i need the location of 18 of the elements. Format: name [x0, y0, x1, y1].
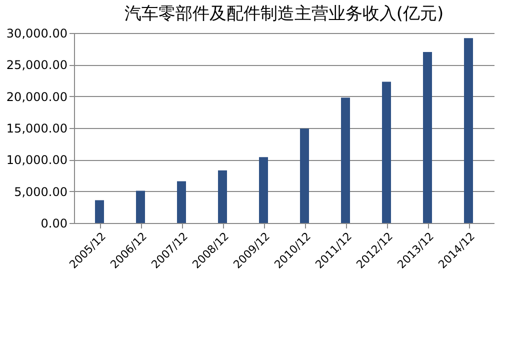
bar [259, 157, 268, 223]
y-tick-label: 0.00 [40, 216, 68, 230]
y-tick-label: 5,000.00 [14, 184, 68, 199]
y-tick-label: 15,000.00 [6, 122, 68, 136]
chart-title: 汽车零部件及配件制造主营业务收入(亿元) [124, 4, 444, 24]
bar [177, 181, 186, 223]
y-tick-label: 25,000.00 [6, 58, 68, 72]
y-tick-label: 30,000.00 [6, 26, 68, 40]
bar [382, 82, 391, 223]
bar [95, 200, 104, 223]
bar [136, 190, 145, 223]
bar [300, 128, 309, 223]
bar [423, 52, 432, 223]
y-tick-label: 20,000.00 [6, 90, 68, 104]
y-tick-label: 10,000.00 [6, 153, 68, 168]
bar [218, 170, 227, 223]
bar [341, 98, 350, 223]
bar [464, 38, 473, 223]
